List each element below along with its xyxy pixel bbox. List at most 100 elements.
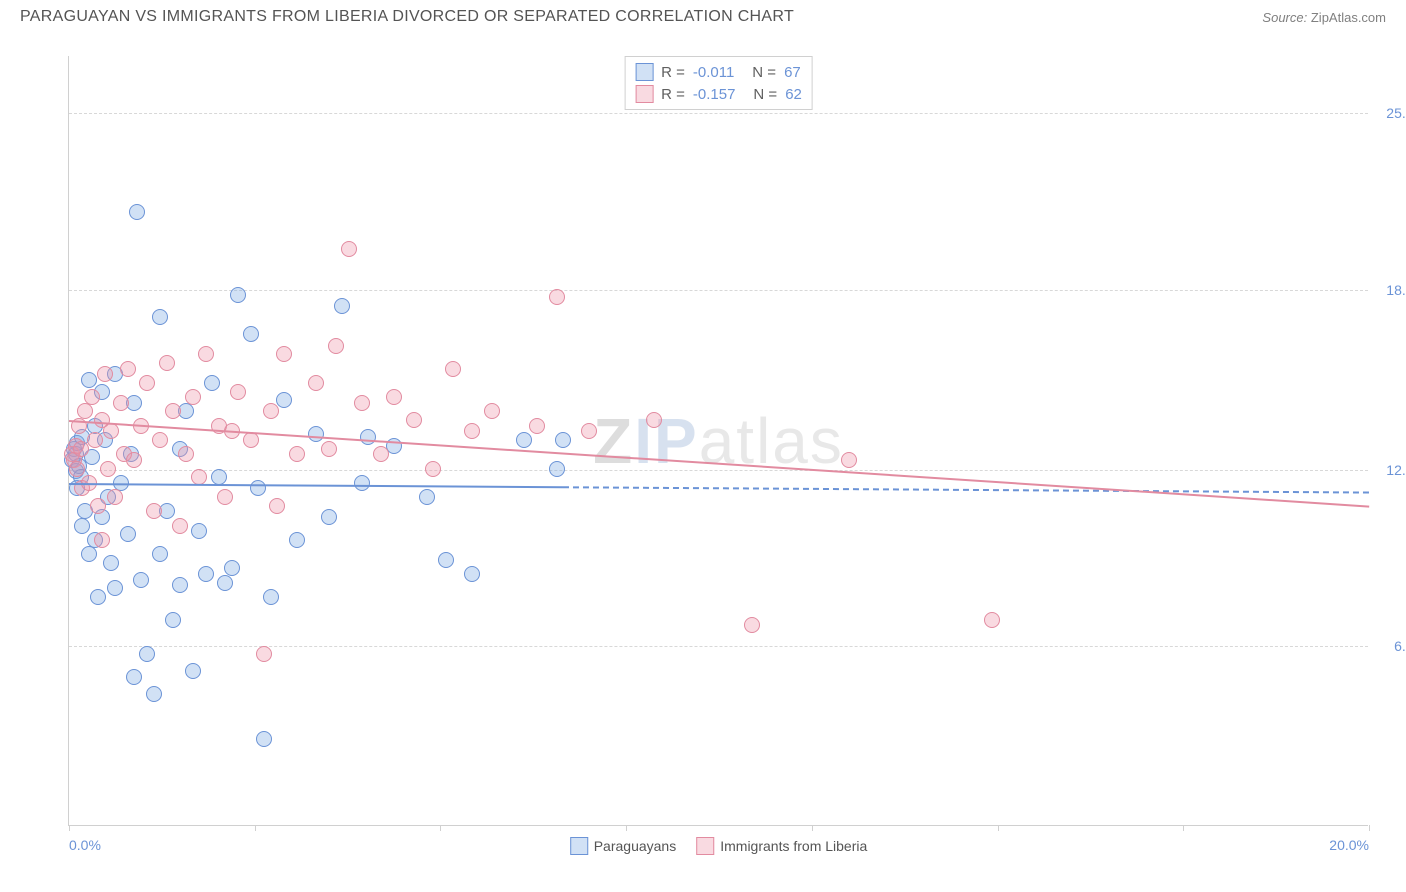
gridline (69, 470, 1368, 471)
legend-label: Immigrants from Liberia (720, 838, 867, 854)
scatter-point-liberia (172, 518, 188, 534)
scatter-point-paraguayans (126, 669, 142, 685)
scatter-point-liberia (185, 389, 201, 405)
scatter-point-paraguayans (185, 663, 201, 679)
scatter-point-liberia (386, 389, 402, 405)
scatter-point-paraguayans (516, 432, 532, 448)
x-tick-label: 20.0% (1329, 837, 1369, 853)
scatter-point-paraguayans (276, 392, 292, 408)
y-tick-label: 25.0% (1386, 105, 1406, 121)
scatter-point-paraguayans (289, 532, 305, 548)
swatch-liberia-icon (635, 85, 653, 103)
y-tick-label: 6.3% (1394, 638, 1406, 654)
scatter-point-liberia (100, 461, 116, 477)
scatter-point-paraguayans (256, 731, 272, 747)
x-tick (69, 825, 70, 831)
x-tick (255, 825, 256, 831)
scatter-point-liberia (77, 403, 93, 419)
scatter-point-liberia (87, 432, 103, 448)
x-tick (998, 825, 999, 831)
y-tick-label: 18.8% (1386, 282, 1406, 298)
scatter-point-paraguayans (419, 489, 435, 505)
n-value: 62 (785, 86, 802, 103)
scatter-point-liberia (445, 361, 461, 377)
scatter-point-liberia (308, 375, 324, 391)
scatter-point-liberia (484, 403, 500, 419)
scatter-point-liberia (276, 346, 292, 362)
scatter-point-liberia (841, 452, 857, 468)
scatter-point-paraguayans (224, 560, 240, 576)
legend-label: Paraguayans (594, 838, 677, 854)
scatter-point-liberia (321, 441, 337, 457)
gridline (69, 113, 1368, 114)
x-tick-label: 0.0% (69, 837, 101, 853)
scatter-point-liberia (165, 403, 181, 419)
scatter-plot-area: ZIPatlas R =-0.011N =67R =-0.157N =62 Pa… (68, 56, 1368, 826)
scatter-point-liberia (269, 498, 285, 514)
scatter-point-paraguayans (250, 480, 266, 496)
scatter-point-liberia (425, 461, 441, 477)
scatter-point-paraguayans (464, 566, 480, 582)
scatter-point-paraguayans (74, 518, 90, 534)
legend-item-liberia: Immigrants from Liberia (696, 837, 867, 855)
trend-line-liberia (69, 421, 1369, 507)
scatter-point-paraguayans (204, 375, 220, 391)
x-tick (626, 825, 627, 831)
swatch-paraguayans-icon (570, 837, 588, 855)
scatter-point-liberia (263, 403, 279, 419)
stats-row-paraguayans: R =-0.011N =67 (635, 61, 802, 83)
scatter-point-liberia (152, 432, 168, 448)
scatter-point-liberia (406, 412, 422, 428)
scatter-point-paraguayans (230, 287, 246, 303)
scatter-point-paraguayans (263, 589, 279, 605)
r-value: -0.157 (693, 86, 736, 103)
scatter-point-paraguayans (146, 686, 162, 702)
swatch-liberia-icon (696, 837, 714, 855)
chart-title: PARAGUAYAN VS IMMIGRANTS FROM LIBERIA DI… (20, 8, 794, 26)
scatter-point-liberia (107, 489, 123, 505)
scatter-point-liberia (146, 503, 162, 519)
scatter-point-liberia (94, 532, 110, 548)
correlation-stats-box: R =-0.011N =67R =-0.157N =62 (624, 56, 813, 110)
scatter-point-paraguayans (152, 309, 168, 325)
scatter-point-paraguayans (217, 575, 233, 591)
scatter-point-liberia (178, 446, 194, 462)
scatter-point-paraguayans (438, 552, 454, 568)
scatter-point-liberia (113, 395, 129, 411)
scatter-point-liberia (84, 389, 100, 405)
r-label: R = (661, 86, 685, 103)
scatter-point-paraguayans (211, 469, 227, 485)
r-label: R = (661, 64, 685, 81)
scatter-point-paraguayans (103, 555, 119, 571)
scatter-point-paraguayans (81, 372, 97, 388)
scatter-point-liberia (464, 423, 480, 439)
y-tick-label: 12.5% (1386, 462, 1406, 478)
scatter-point-paraguayans (165, 612, 181, 628)
scatter-point-liberia (373, 446, 389, 462)
scatter-point-paraguayans (321, 509, 337, 525)
scatter-point-liberia (549, 289, 565, 305)
source-label: Source: (1262, 10, 1307, 25)
scatter-point-liberia (103, 423, 119, 439)
scatter-point-liberia (256, 646, 272, 662)
scatter-point-liberia (191, 469, 207, 485)
x-tick (440, 825, 441, 831)
scatter-point-paraguayans (243, 326, 259, 342)
scatter-point-liberia (744, 617, 760, 633)
scatter-point-paraguayans (139, 646, 155, 662)
scatter-point-paraguayans (120, 526, 136, 542)
scatter-point-liberia (159, 355, 175, 371)
scatter-point-paraguayans (90, 589, 106, 605)
scatter-point-liberia (73, 441, 89, 457)
scatter-point-liberia (646, 412, 662, 428)
scatter-point-paraguayans (152, 546, 168, 562)
r-value: -0.011 (693, 64, 734, 81)
legend-item-paraguayans: Paraguayans (570, 837, 677, 855)
scatter-point-liberia (230, 384, 246, 400)
bottom-legend: Paraguayans Immigrants from Liberia (570, 837, 868, 855)
scatter-point-liberia (341, 241, 357, 257)
scatter-point-paraguayans (549, 461, 565, 477)
scatter-point-liberia (97, 366, 113, 382)
scatter-point-paraguayans (81, 546, 97, 562)
scatter-point-liberia (984, 612, 1000, 628)
